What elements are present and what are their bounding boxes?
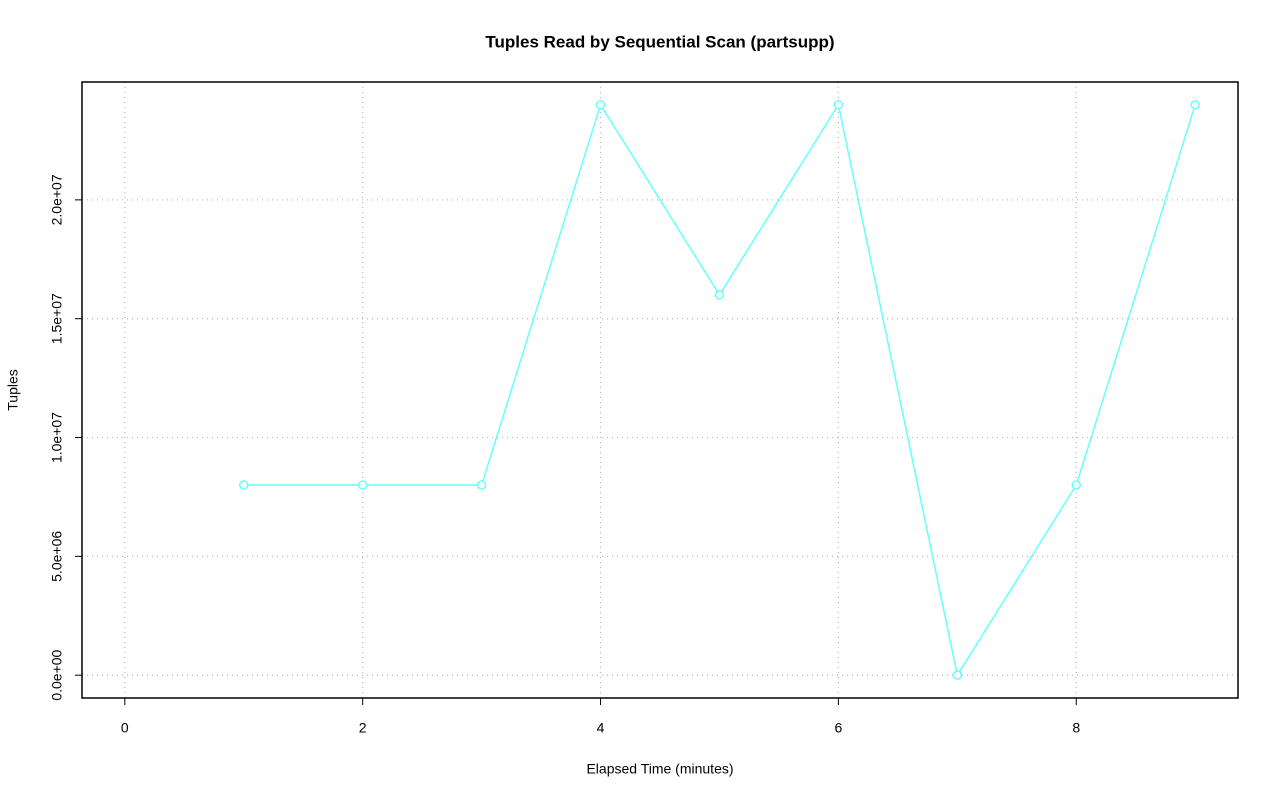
y-tick-label: 1.5e+07	[49, 293, 65, 344]
x-tick-label: 0	[121, 720, 129, 736]
x-tick-label: 6	[834, 720, 842, 736]
y-tick-label: 0.0e+00	[49, 649, 65, 700]
point	[833, 100, 844, 110]
point	[595, 100, 606, 110]
point	[714, 290, 725, 300]
y-tick-label: 2.0e+07	[49, 174, 65, 225]
plot-frame	[81, 81, 1239, 699]
point	[1190, 100, 1200, 110]
x-tick-label: 2	[359, 720, 367, 736]
y-tick-label: 5.0e+06	[49, 531, 65, 582]
point	[1071, 480, 1082, 490]
y-axis-title: Tuples	[5, 369, 21, 411]
x-tick-label: 4	[597, 720, 605, 736]
x-tick-label: 8	[1072, 720, 1080, 736]
chart-title: Tuples Read by Sequential Scan (partsupp…	[485, 32, 834, 51]
point	[357, 480, 368, 490]
point	[952, 670, 963, 680]
point	[238, 480, 249, 490]
point	[476, 480, 487, 490]
x-axis-title: Elapsed Time (minutes)	[586, 761, 733, 777]
y-tick-label: 1.0e+07	[49, 412, 65, 463]
line	[243, 102, 1196, 678]
